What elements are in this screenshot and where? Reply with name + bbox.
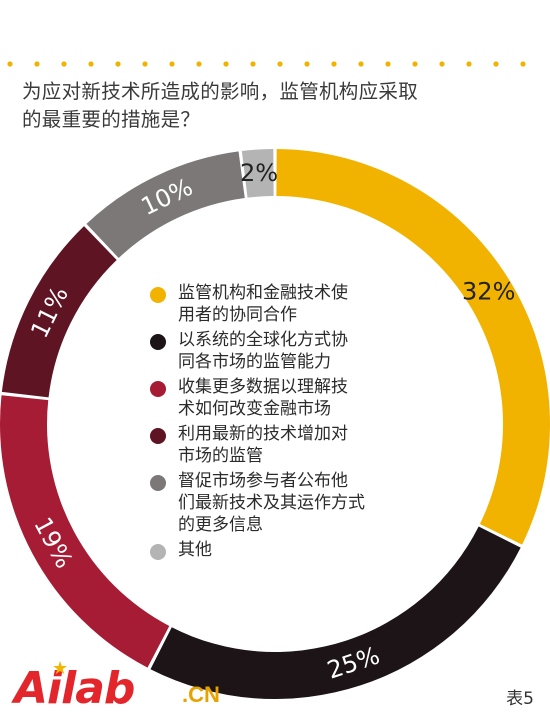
- divider-dot: [142, 61, 148, 67]
- divider-dot: [520, 61, 526, 67]
- donut-slice: [1, 226, 117, 398]
- ailab-logo: Ailab ★ .CN: [14, 658, 244, 714]
- legend-swatch: [150, 544, 166, 560]
- question-line-1: 为应对新技术所造成的影响，监管机构应采取: [22, 80, 419, 103]
- legend-label: 利用最新的技术增加对 市场的监管: [178, 424, 348, 466]
- legend-item: 其他: [150, 539, 400, 561]
- legend-item: 利用最新的技术增加对 市场的监管: [150, 423, 400, 467]
- legend-swatch: [150, 381, 166, 397]
- legend-swatch: [150, 428, 166, 444]
- dotted-divider: [7, 61, 526, 67]
- legend-item: 以系统的全球化方式协 同各市场的监管能力: [150, 329, 400, 373]
- donut-slice: [0, 395, 170, 668]
- divider-dot: [196, 61, 202, 67]
- divider-dot: [169, 61, 175, 67]
- divider-dot: [466, 61, 472, 67]
- legend-swatch: [150, 334, 166, 350]
- donut-slice: [86, 151, 245, 259]
- donut-slice: [241, 149, 274, 198]
- divider-dot: [331, 61, 337, 67]
- divider-dot: [61, 61, 67, 67]
- legend-label: 督促市场参与者公布他 们最新技术及其运作方式 的更多信息: [178, 471, 365, 535]
- divider-dot: [7, 61, 13, 67]
- legend-label: 监管机构和金融技术使 用者的协同合作: [178, 283, 348, 325]
- legend-label: 以系统的全球化方式协 同各市场的监管能力: [178, 330, 348, 372]
- logo-suffix: .CN: [182, 682, 220, 707]
- divider-dot: [358, 61, 364, 67]
- legend-label: 其他: [178, 540, 212, 560]
- legend-item: 督促市场参与者公布他 们最新技术及其运作方式 的更多信息: [150, 470, 400, 536]
- donut-slice: [150, 526, 521, 699]
- divider-dot: [88, 61, 94, 67]
- question-line-2: 的最重要的措施是？: [22, 108, 201, 131]
- divider-dot: [439, 61, 445, 67]
- chart-legend: 监管机构和金融技术使 用者的协同合作 以系统的全球化方式协 同各市场的监管能力 …: [150, 282, 400, 564]
- logo-wordmark: Ailab: [14, 663, 135, 714]
- question-heading: 为应对新技术所造成的影响，监管机构应采取 的最重要的措施是？: [22, 78, 522, 134]
- legend-item: 监管机构和金融技术使 用者的协同合作: [150, 282, 400, 326]
- legend-swatch: [150, 475, 166, 491]
- divider-dot: [277, 61, 283, 67]
- divider-dot: [385, 61, 391, 67]
- legend-item: 收集更多数据以理解技 术如何改变金融市场: [150, 376, 400, 420]
- divider-dot: [412, 61, 418, 67]
- divider-dot: [115, 61, 121, 67]
- slice-label: 32%: [462, 277, 515, 305]
- divider-dot: [304, 61, 310, 67]
- figure-label: 表5: [506, 689, 534, 709]
- legend-swatch: [150, 287, 166, 303]
- legend-label: 收集更多数据以理解技 术如何改变金融市场: [178, 377, 348, 419]
- divider-dot: [250, 61, 256, 67]
- donut-slice: [276, 149, 550, 545]
- divider-dot: [223, 61, 229, 67]
- divider-dot: [34, 61, 40, 67]
- divider-dot: [493, 61, 499, 67]
- slice-label: 2%: [240, 159, 278, 187]
- star-icon: ★: [52, 658, 69, 679]
